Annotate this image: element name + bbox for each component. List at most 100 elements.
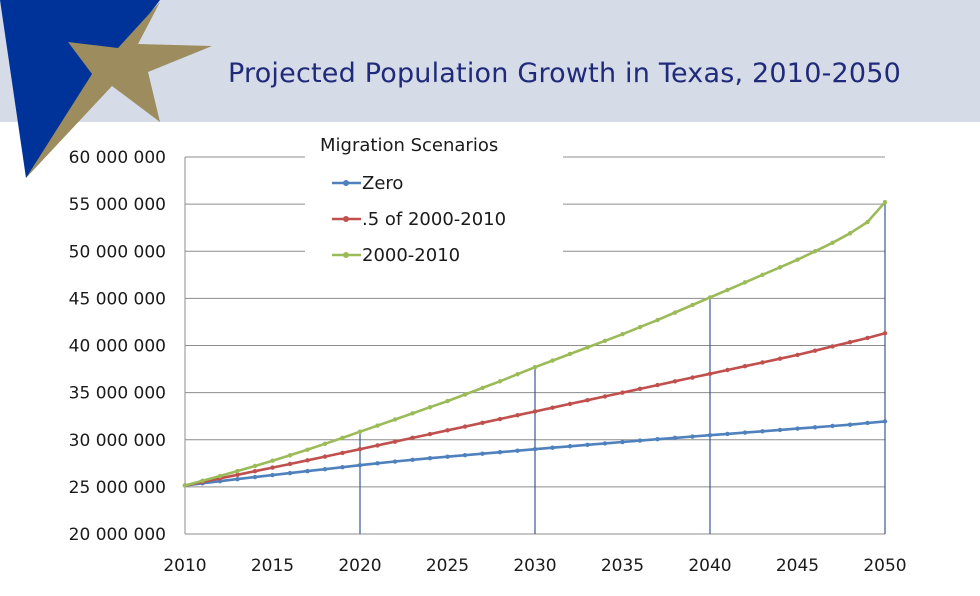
- y-tick-label: 45 000 000: [69, 289, 166, 309]
- data-point: [567, 351, 573, 357]
- y-axis-ticks: 20 000 000 25 000 000 30 000 000 35 000 000…: [69, 148, 166, 545]
- data-point: [550, 445, 555, 450]
- data-point: [375, 461, 380, 466]
- data-point: [847, 231, 853, 236]
- data-point: [830, 344, 835, 349]
- legend: Migration Scenarios Zero .5 of 2000-2010 2…: [305, 130, 563, 270]
- data-point: [340, 435, 345, 441]
- data-point: [515, 448, 520, 453]
- data-point: [725, 367, 730, 373]
- data-point: [742, 364, 748, 369]
- legend-entry-label: Zero: [362, 173, 403, 194]
- data-point: [392, 439, 398, 444]
- data-point: [270, 458, 275, 463]
- data-point: [462, 392, 468, 397]
- data-point: [322, 441, 328, 447]
- data-point: [620, 439, 625, 445]
- data-point: [567, 401, 573, 407]
- data-point: [742, 430, 748, 435]
- x-tick-label: 2010: [163, 556, 206, 576]
- data-point: [357, 446, 363, 452]
- x-tick-label: 2015: [251, 556, 294, 576]
- x-tick-label: 2020: [338, 556, 381, 576]
- data-point: [655, 436, 660, 442]
- y-tick-label: 40 000 000: [69, 337, 166, 357]
- data-point: [270, 472, 275, 478]
- data-point: [287, 470, 293, 476]
- legend-title: Migration Scenarios: [320, 135, 498, 156]
- data-point: [847, 422, 853, 427]
- data-point: [235, 476, 240, 482]
- data-point: [620, 390, 625, 395]
- data-point: [550, 358, 555, 363]
- data-point: [305, 447, 310, 452]
- x-tick-label: 2030: [513, 556, 556, 576]
- data-point: [427, 431, 433, 437]
- x-tick-label: 2035: [601, 556, 644, 576]
- data-point: [392, 417, 398, 422]
- data-point: [812, 425, 818, 430]
- data-point: [305, 458, 310, 463]
- data-point: [497, 416, 503, 422]
- data-point: [252, 469, 258, 474]
- data-point: [830, 423, 835, 429]
- logo-star-shape: [26, 2, 212, 178]
- data-point: [462, 424, 468, 429]
- data-point: [865, 219, 870, 225]
- series-lines: [182, 200, 888, 488]
- legend-entry-label: .5 of 2000-2010: [362, 209, 506, 230]
- data-point: [340, 450, 345, 456]
- data-point: [707, 371, 713, 376]
- data-point: [690, 375, 695, 380]
- data-point: [532, 409, 538, 414]
- data-point: [760, 272, 765, 278]
- data-point: [567, 444, 573, 449]
- data-point: [777, 356, 783, 361]
- data-point: [865, 335, 870, 341]
- data-point: [392, 459, 398, 464]
- data-point: [340, 464, 345, 470]
- data-point: [672, 435, 678, 441]
- data-point: [480, 385, 485, 391]
- data-point: [200, 478, 205, 483]
- data-point: [865, 420, 870, 426]
- data-point: [357, 429, 363, 434]
- data-point: [672, 310, 678, 315]
- slide-title: Projected Population Growth in Texas, 20…: [228, 58, 902, 89]
- data-point: [480, 451, 485, 456]
- data-point: [357, 462, 363, 468]
- data-point: [252, 474, 258, 480]
- data-point: [812, 348, 818, 353]
- y-tick-label: 60 000 000: [69, 148, 166, 168]
- data-point: [515, 413, 520, 418]
- data-point: [480, 420, 485, 425]
- data-point: [690, 302, 695, 308]
- x-axis-ticks: 2010 2015 2020 2025 2030 2035 2040 2045 2050: [163, 556, 906, 576]
- y-tick-label: 25 000 000: [69, 478, 166, 498]
- data-point: [270, 465, 275, 470]
- data-point: [410, 435, 415, 441]
- y-tick-label: 30 000 000: [69, 431, 166, 451]
- x-tick-label: 2045: [776, 556, 819, 576]
- y-tick-label: 50 000 000: [69, 242, 166, 262]
- data-point: [375, 423, 380, 428]
- data-point: [585, 345, 590, 350]
- y-tick-label: 35 000 000: [69, 384, 166, 404]
- data-point: [707, 433, 713, 438]
- data-point: [777, 265, 783, 270]
- data-point: [532, 446, 538, 452]
- data-point: [812, 249, 818, 254]
- data-point: [847, 340, 853, 345]
- data-point: [182, 483, 188, 488]
- data-point: [235, 472, 240, 478]
- data-point: [585, 397, 590, 403]
- x-tick-label: 2050: [863, 556, 906, 576]
- data-point: [322, 466, 328, 472]
- data-point: [462, 453, 468, 458]
- data-point: [602, 338, 608, 343]
- y-tick-label: 20 000 000: [69, 525, 166, 545]
- logo-blue-triangle: [0, 0, 160, 178]
- data-point: [287, 453, 293, 458]
- data-point: [637, 438, 643, 443]
- data-point: [655, 317, 660, 323]
